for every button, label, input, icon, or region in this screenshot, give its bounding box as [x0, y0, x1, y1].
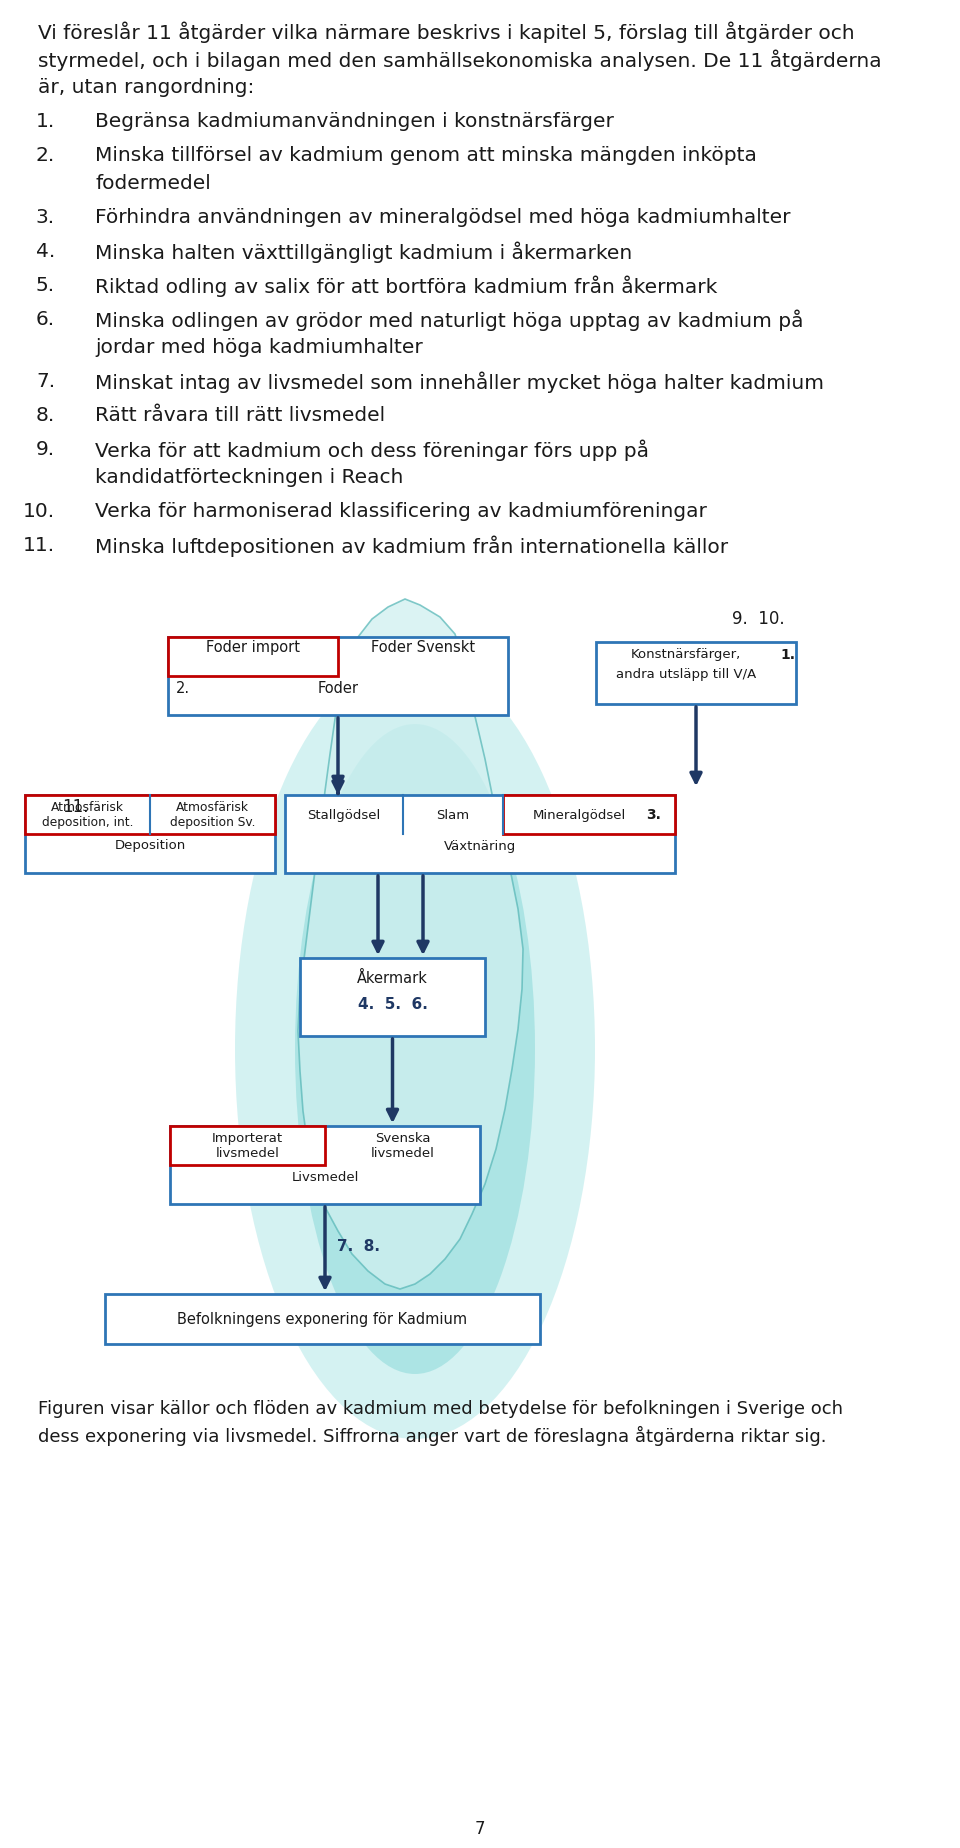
FancyBboxPatch shape [25, 796, 275, 874]
FancyBboxPatch shape [170, 1127, 480, 1205]
Text: är, utan rangordning:: är, utan rangordning: [38, 78, 254, 96]
Text: 3.: 3. [646, 808, 661, 822]
Text: Foder import: Foder import [206, 639, 300, 654]
Text: Verka för att kadmium och dess föreningar förs upp på: Verka för att kadmium och dess föreninga… [95, 440, 649, 462]
Text: 9.  10.: 9. 10. [732, 610, 784, 628]
FancyBboxPatch shape [105, 1294, 540, 1343]
Text: 11.: 11. [62, 798, 88, 815]
Text: Mineralgödsel: Mineralgödsel [533, 809, 626, 822]
Ellipse shape [295, 724, 535, 1375]
Text: 2.: 2. [36, 146, 55, 164]
FancyBboxPatch shape [168, 638, 338, 676]
Text: Slam: Slam [437, 809, 469, 822]
Text: 7: 7 [475, 1818, 485, 1837]
FancyBboxPatch shape [285, 796, 675, 874]
Text: Begränsa kadmiumanvändningen i konstnärsfärger: Begränsa kadmiumanvändningen i konstnärs… [95, 113, 613, 131]
FancyBboxPatch shape [168, 638, 508, 715]
Text: kandidatförteckningen i Reach: kandidatförteckningen i Reach [95, 468, 403, 486]
FancyBboxPatch shape [596, 643, 796, 704]
Text: 5.: 5. [36, 275, 55, 296]
Text: 10.: 10. [23, 501, 55, 521]
Text: 11.: 11. [23, 536, 55, 554]
Text: Växtnäring: Växtnäring [444, 839, 516, 852]
Text: 4.: 4. [36, 242, 55, 261]
Text: 2.: 2. [176, 680, 190, 695]
Polygon shape [298, 599, 523, 1290]
Text: jordar med höga kadmiumhalter: jordar med höga kadmiumhalter [95, 338, 422, 357]
Text: Verka för harmoniserad klassificering av kadmiumföreningar: Verka för harmoniserad klassificering av… [95, 501, 707, 521]
Text: Vi föreslår 11 åtgärder vilka närmare beskrivs i kapitel 5, förslag till åtgärde: Vi föreslår 11 åtgärder vilka närmare be… [38, 22, 854, 44]
Text: 7.  8.: 7. 8. [337, 1238, 380, 1253]
Text: 1.: 1. [36, 113, 55, 131]
Ellipse shape [235, 660, 595, 1440]
Text: Importerat
livsmedel: Importerat livsmedel [212, 1131, 283, 1159]
Text: fodermedel: fodermedel [95, 174, 211, 192]
Text: Minska tillförsel av kadmium genom att minska mängden inköpta: Minska tillförsel av kadmium genom att m… [95, 146, 756, 164]
Text: Förhindra användningen av mineralgödsel med höga kadmiumhalter: Förhindra användningen av mineralgödsel … [95, 207, 790, 227]
Text: Minskat intag av livsmedel som innehåller mycket höga halter kadmium: Minskat intag av livsmedel som innehålle… [95, 371, 824, 394]
Text: Foder: Foder [318, 680, 358, 695]
Text: Deposition: Deposition [114, 839, 185, 852]
Text: dess exponering via livsmedel. Siffrorna anger vart de föreslagna åtgärderna rik: dess exponering via livsmedel. Siffrorna… [38, 1425, 827, 1445]
Text: Minska halten växttillgängligt kadmium i åkermarken: Minska halten växttillgängligt kadmium i… [95, 242, 633, 264]
Text: Atmosfärisk
deposition Sv.: Atmosfärisk deposition Sv. [170, 800, 255, 828]
Text: Konstnärsfärger,: Konstnärsfärger, [631, 647, 741, 660]
Text: Minska luftdepositionen av kadmium från internationella källor: Minska luftdepositionen av kadmium från … [95, 536, 728, 558]
Text: 6.: 6. [36, 310, 55, 329]
Text: Riktad odling av salix för att bortföra kadmium från åkermark: Riktad odling av salix för att bortföra … [95, 275, 717, 298]
Text: styrmedel, och i bilagan med den samhällsekonomiska analysen. De 11 åtgärderna: styrmedel, och i bilagan med den samhäll… [38, 50, 881, 72]
Text: 7.: 7. [36, 371, 55, 390]
Text: 4.  5.  6.: 4. 5. 6. [357, 996, 427, 1011]
Text: Åkermark: Åkermark [357, 970, 428, 985]
Text: Livsmedel: Livsmedel [291, 1170, 359, 1183]
Text: andra utsläpp till V/A: andra utsläpp till V/A [616, 667, 756, 680]
FancyBboxPatch shape [300, 959, 485, 1037]
Text: Rätt råvara till rätt livsmedel: Rätt råvara till rätt livsmedel [95, 407, 385, 425]
Text: Minska odlingen av grödor med naturligt höga upptag av kadmium på: Minska odlingen av grödor med naturligt … [95, 310, 804, 331]
Text: Figuren visar källor och flöden av kadmium med betydelse för befolkningen i Sver: Figuren visar källor och flöden av kadmi… [38, 1399, 843, 1417]
Text: Stallgödsel: Stallgödsel [307, 809, 380, 822]
FancyBboxPatch shape [170, 1127, 325, 1166]
Text: Atmosfärisk
deposition, int.: Atmosfärisk deposition, int. [41, 800, 133, 828]
Text: Foder Svenskt: Foder Svenskt [371, 639, 475, 654]
Text: 3.: 3. [36, 207, 55, 227]
FancyBboxPatch shape [25, 796, 275, 835]
Text: Befolkningens exponering för Kadmium: Befolkningens exponering för Kadmium [178, 1312, 468, 1327]
Text: Svenska
livsmedel: Svenska livsmedel [371, 1131, 435, 1159]
FancyBboxPatch shape [503, 796, 675, 835]
Text: 1.: 1. [780, 647, 795, 662]
Text: 8.: 8. [36, 407, 55, 425]
Text: 9.: 9. [36, 440, 55, 458]
